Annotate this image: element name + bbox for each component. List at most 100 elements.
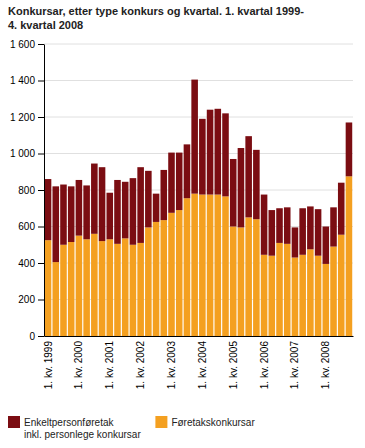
- grid-line: [44, 263, 353, 264]
- tick-label: 1. kv. 2006: [259, 341, 270, 390]
- bar: [91, 234, 98, 336]
- bar: [346, 122, 353, 176]
- tick: 1. kv. 2003: [166, 341, 177, 390]
- bar: [261, 255, 268, 336]
- bar: [161, 220, 168, 336]
- tick-mark: [38, 44, 44, 45]
- grid-line: [44, 153, 353, 154]
- bar: [45, 179, 52, 240]
- tick-label: 1. kv. 2004: [197, 341, 208, 390]
- tick-label: 1 400: [10, 75, 35, 86]
- bar: [307, 249, 314, 336]
- bar: [191, 194, 198, 336]
- bar: [199, 195, 206, 336]
- tick: 1 400: [10, 75, 44, 86]
- bar: [130, 245, 137, 336]
- bar: [145, 227, 152, 336]
- grid-line: [44, 190, 353, 191]
- tick: 1. kv. 2005: [228, 341, 239, 390]
- bar: [323, 264, 330, 336]
- bar: [307, 206, 314, 249]
- bar: [238, 148, 245, 227]
- legend-label-line: Enkeltpersonføretak: [24, 417, 114, 428]
- bar: [253, 150, 260, 219]
- legend-item: Føretakskonkursar: [155, 416, 255, 428]
- chart: Konkursar, etter type konkurs og kvartal…: [0, 0, 365, 448]
- bar: [207, 110, 214, 195]
- bar: [137, 243, 144, 336]
- bar: [114, 180, 121, 244]
- tick-mark: [38, 81, 44, 82]
- grid-line: [44, 299, 353, 300]
- bar: [299, 255, 306, 336]
- tick-label: 1 600: [10, 39, 35, 50]
- bar: [106, 239, 113, 336]
- bar: [215, 109, 222, 195]
- tick: 1. kv. 2001: [104, 341, 115, 390]
- tick-mark: [38, 117, 44, 118]
- legend-label-line: Føretakskonkursar: [171, 417, 255, 428]
- tick-label: 0: [29, 331, 35, 342]
- bar: [60, 185, 67, 245]
- axis-line: [45, 336, 354, 337]
- tick-mark: [38, 190, 44, 191]
- legend-swatch: [155, 416, 167, 428]
- bar: [215, 195, 222, 336]
- tick: 1 600: [10, 39, 44, 50]
- bar: [269, 210, 276, 256]
- tick-label: 1. kv. 2008: [320, 341, 331, 390]
- title-line: Konkursar, etter type konkurs og kvartal…: [8, 5, 304, 17]
- tick-mark: [38, 154, 44, 155]
- bar: [315, 209, 322, 256]
- bar: [153, 222, 160, 336]
- x-axis: 1. kv. 1999 1. kv. 2000 1. kv. 2001 1. kv. …: [43, 337, 354, 390]
- bar: [323, 227, 330, 264]
- tick-label: 600: [18, 221, 35, 232]
- bar: [52, 186, 59, 262]
- bar: [60, 245, 67, 336]
- tick-label: 400: [18, 258, 35, 269]
- bar: [299, 208, 306, 255]
- bar: [99, 241, 106, 336]
- legend-label: Enkeltpersonføretakinkl. personlege konk…: [24, 417, 141, 440]
- bar: [83, 239, 90, 336]
- tick-label: 1 200: [10, 112, 35, 123]
- tick: 1. kv. 2006: [259, 341, 270, 390]
- legend-label-line: inkl. personlege konkursar: [24, 429, 141, 440]
- tick: 1 000: [10, 148, 44, 159]
- bar: [292, 227, 299, 257]
- grid: [44, 44, 353, 336]
- bar: [184, 144, 191, 198]
- tick: 1. kv. 1999: [43, 341, 54, 390]
- bar: [168, 213, 175, 336]
- bar: [137, 167, 144, 243]
- tick: 1. kv. 2008: [320, 341, 331, 390]
- bar: [284, 244, 291, 336]
- bar: [176, 210, 183, 336]
- bar: [330, 247, 337, 336]
- bar: [230, 159, 237, 227]
- bar: [222, 196, 229, 336]
- tick: 1. kv. 2007: [289, 341, 300, 390]
- bar: [222, 113, 229, 196]
- bar: [83, 185, 90, 239]
- y-axis: 02004006008001 0001 2001 4001 600: [10, 39, 45, 342]
- bar: [330, 207, 337, 246]
- bar: [153, 194, 160, 222]
- tick-label: 1. kv. 1999: [43, 341, 54, 390]
- tick-mark: [38, 336, 44, 337]
- grid-line: [44, 44, 353, 45]
- bar: [99, 167, 106, 241]
- bar: [245, 136, 252, 217]
- bar: [269, 256, 276, 336]
- tick-label: 800: [18, 185, 35, 196]
- axis-line: [44, 45, 45, 337]
- bar: [276, 208, 283, 243]
- bar: [68, 186, 75, 242]
- bar: [176, 153, 183, 210]
- bar: [261, 195, 268, 255]
- tick-label: 1. kv. 2000: [73, 341, 84, 390]
- bar: [253, 219, 260, 336]
- tick-mark: [38, 227, 44, 228]
- bars: [45, 80, 352, 336]
